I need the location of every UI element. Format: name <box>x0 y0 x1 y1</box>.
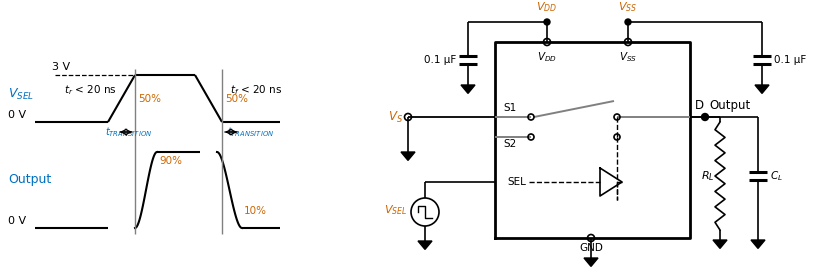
Polygon shape <box>755 85 769 94</box>
Polygon shape <box>418 241 432 249</box>
Text: $V_{DD}$: $V_{DD}$ <box>537 50 557 64</box>
Text: GND: GND <box>579 243 603 253</box>
Text: Output: Output <box>8 174 51 186</box>
Text: $C_L$: $C_L$ <box>770 169 783 183</box>
Text: S1: S1 <box>503 103 516 113</box>
Text: 0 V: 0 V <box>8 216 26 226</box>
Text: 0.1 μF: 0.1 μF <box>423 55 456 65</box>
Text: $V_{SS}$: $V_{SS}$ <box>619 0 638 14</box>
Text: 50%: 50% <box>138 94 161 104</box>
Text: Output: Output <box>709 99 750 112</box>
Circle shape <box>701 113 709 120</box>
Text: $V_{DD}$: $V_{DD}$ <box>537 0 557 14</box>
Polygon shape <box>401 152 415 160</box>
Text: $V_{SEL}$: $V_{SEL}$ <box>384 203 407 217</box>
Text: $R_L$: $R_L$ <box>701 169 715 183</box>
Text: $t_r$ < 20 ns: $t_r$ < 20 ns <box>64 84 117 97</box>
Text: D: D <box>695 99 704 112</box>
Text: 3 V: 3 V <box>52 62 70 72</box>
Text: $t_{TRANSITION}$: $t_{TRANSITION}$ <box>105 125 152 139</box>
Text: $V_S$: $V_S$ <box>388 109 403 125</box>
Polygon shape <box>461 85 475 94</box>
Text: 0 V: 0 V <box>8 110 26 120</box>
Text: 90%: 90% <box>159 156 182 166</box>
Text: S2: S2 <box>503 139 516 149</box>
Text: $t_f$ < 20 ns: $t_f$ < 20 ns <box>230 84 282 97</box>
Text: $V_{SS}$: $V_{SS}$ <box>619 50 637 64</box>
Circle shape <box>625 19 631 25</box>
Text: $t_{TRANSITION}$: $t_{TRANSITION}$ <box>227 125 275 139</box>
Text: 10%: 10% <box>244 206 267 216</box>
Polygon shape <box>713 240 727 248</box>
Polygon shape <box>584 258 598 266</box>
Text: 0.1 μF: 0.1 μF <box>774 55 806 65</box>
Polygon shape <box>751 240 765 248</box>
Text: 50%: 50% <box>225 94 248 104</box>
Text: SEL: SEL <box>507 177 526 187</box>
Text: $V_{SEL}$: $V_{SEL}$ <box>8 87 34 102</box>
Circle shape <box>544 19 550 25</box>
